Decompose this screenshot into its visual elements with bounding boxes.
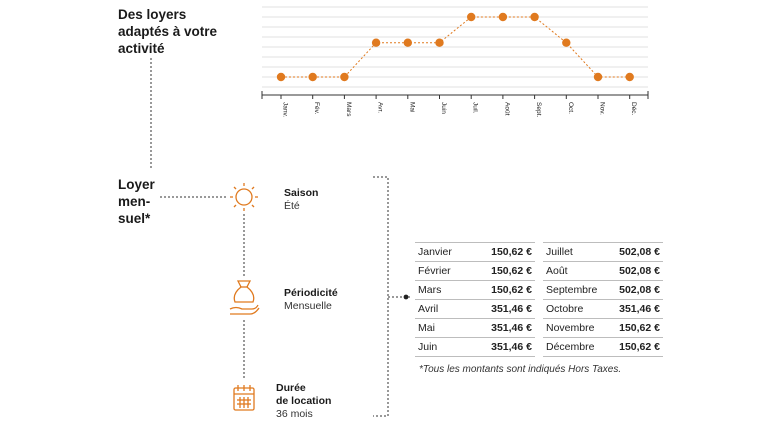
periodicity-label: Périodicité xyxy=(284,287,338,299)
chart-point xyxy=(467,12,476,22)
tax-note: *Tous les montants sont indiqués Hors Ta… xyxy=(419,364,622,375)
chart-x-tick-label: Mai xyxy=(408,102,415,112)
price-cell: 150,62 € xyxy=(611,318,663,338)
chart-point xyxy=(308,72,317,82)
duration-item: Durée de location 36 mois xyxy=(276,382,331,421)
spacer-cell xyxy=(535,262,543,281)
chart-point xyxy=(593,72,603,82)
month-cell: Mars xyxy=(415,280,477,300)
chart-point xyxy=(340,72,349,82)
duration-label-line-2: de location xyxy=(276,395,332,407)
month-cell: Janvier xyxy=(415,242,477,262)
chart-point xyxy=(276,72,286,82)
chart-point xyxy=(530,12,539,22)
price-cell: 150,62 € xyxy=(477,261,535,281)
price-row: Février 150,62 € Août 502,08 € xyxy=(415,261,663,281)
month-cell: Juillet xyxy=(543,242,611,262)
month-cell: Novembre xyxy=(543,318,611,338)
spacer-cell xyxy=(535,338,543,357)
price-cell: 351,46 € xyxy=(477,318,535,338)
rent-title: Loyer men- suel* xyxy=(118,176,178,227)
chart-series-line xyxy=(281,16,630,78)
season-value: Été xyxy=(284,200,300,212)
spacer-cell xyxy=(535,319,543,338)
price-row: Juin 351,46 € Décembre 150,62 € xyxy=(415,337,663,357)
price-row: Janvier 150,62 € Juillet 502,08 € xyxy=(415,242,663,262)
price-cell: 502,08 € xyxy=(611,280,663,300)
periodicity-value: Mensuelle xyxy=(284,300,332,312)
price-row: Avril 351,46 € Octobre 351,46 € xyxy=(415,299,663,319)
chart-point xyxy=(435,38,444,47)
price-cell: 502,08 € xyxy=(611,242,663,262)
price-cell: 150,62 € xyxy=(477,242,535,262)
chart-x-tick-label: Janv. xyxy=(282,102,289,117)
month-cell: Février xyxy=(415,261,477,281)
month-cell: Octobre xyxy=(543,299,611,319)
month-cell: Août xyxy=(543,261,611,281)
month-cell: Septembre xyxy=(543,280,611,300)
price-table: Janvier 150,62 € Juillet 502,08 € Février 150… xyxy=(415,242,663,357)
chart-x-tick-label: Oct. xyxy=(567,102,574,114)
month-cell: Mai xyxy=(415,318,477,338)
chart-title: Des loyers adaptés à votre activité xyxy=(118,7,218,56)
chart-point xyxy=(625,72,634,82)
group-bracket xyxy=(373,176,389,417)
chart-point xyxy=(403,38,412,47)
spacer-cell xyxy=(535,243,543,262)
rent-title-line-2: men- xyxy=(118,194,151,209)
periodicity-item: Périodicité Mensuelle xyxy=(284,287,338,313)
month-cell: Juin xyxy=(415,337,477,357)
duration-value: 36 mois xyxy=(276,408,313,420)
price-cell: 150,62 € xyxy=(611,337,663,357)
duration-label-line-1: Durée xyxy=(276,382,306,394)
chart-gridlines xyxy=(262,6,648,88)
price-row: Mars 150,62 € Septembre 502,08 € xyxy=(415,280,663,300)
price-cell: 351,46 € xyxy=(477,299,535,319)
chart-x-tick-label: Avr. xyxy=(377,102,384,113)
chart-x-tick-label: Sept. xyxy=(535,102,542,117)
chart-x-tick-label: Déc. xyxy=(630,102,637,116)
calendar-icon xyxy=(233,385,255,411)
season-item: Saison Été xyxy=(284,187,318,213)
chart-x-ticks xyxy=(280,95,631,99)
spacer-cell xyxy=(535,281,543,300)
month-cell: Avril xyxy=(415,299,477,319)
rent-title-line-3: suel* xyxy=(118,211,151,226)
price-row: Mai 351,46 € Novembre 150,62 € xyxy=(415,318,663,338)
spacer-cell xyxy=(535,300,543,319)
price-cell: 150,62 € xyxy=(477,280,535,300)
chart-x-tick-label: Nov. xyxy=(599,102,606,115)
chart-x-tick-label: Fév. xyxy=(313,102,320,114)
chart-x-tick-label: Août xyxy=(503,102,510,116)
price-cell: 351,46 € xyxy=(477,337,535,357)
chart-point xyxy=(562,38,571,47)
rent-title-line-1: Loyer xyxy=(118,177,155,192)
chart-x-tick-labels: Janv. Fév. Mars Avr. Mai Juin Juil. Août Sept. Oc… xyxy=(282,102,638,117)
month-cell: Décembre xyxy=(543,337,611,357)
chart-points xyxy=(276,12,634,82)
chart-x-tick-label: Mars xyxy=(345,102,352,117)
chart-point xyxy=(371,38,381,47)
season-label: Saison xyxy=(284,187,319,199)
chart-point xyxy=(498,12,508,22)
price-cell: 502,08 € xyxy=(611,261,663,281)
chart-x-tick-label: Juin xyxy=(440,102,447,114)
chart-x-tick-label: Juil. xyxy=(472,102,479,114)
money-bag-hand-icon xyxy=(229,280,260,315)
price-cell: 351,46 € xyxy=(611,299,663,319)
bracket-dot xyxy=(403,294,409,300)
sun-icon xyxy=(230,183,258,211)
